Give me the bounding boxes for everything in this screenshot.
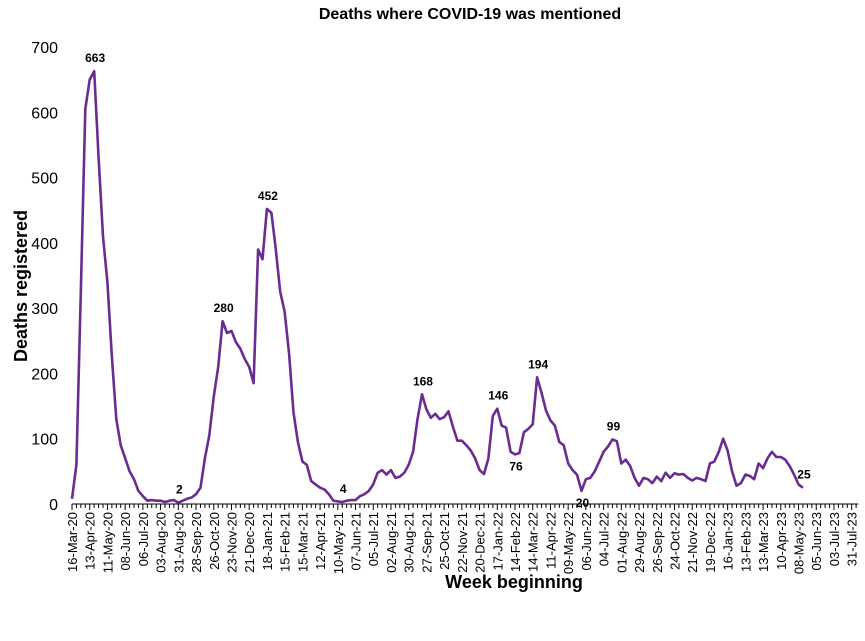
data-label: 663	[85, 51, 105, 65]
x-tick-label: 11-Apr-22	[543, 512, 558, 569]
x-tick-label: 19-Dec-22	[703, 512, 718, 573]
x-tick-label: 03-Jul-23	[827, 512, 842, 566]
x-tick-label: 16-Jan-23	[721, 512, 736, 571]
data-label: 452	[258, 189, 278, 203]
axes: 16-Mar-20 13-Apr-20 11-May-20 08-Jun-20 06-J…	[31, 40, 859, 574]
data-label: 25	[797, 468, 811, 482]
y-tick-label: 500	[31, 171, 58, 188]
y-tick-label: 200	[31, 366, 58, 383]
x-tick-label: 04-Jul-22	[597, 512, 612, 566]
x-tick-label: 20-Dec-21	[473, 512, 488, 573]
x-tick-label: 01-Aug-22	[614, 512, 629, 573]
x-tick-label: 15-Feb-21	[278, 512, 293, 572]
x-tick-label: 13-Apr-20	[83, 512, 98, 570]
x-tick-label: 08-May-23	[792, 512, 807, 574]
x-tick-label: 10-May-21	[331, 512, 346, 574]
x-tick-label: 31-Jul-23	[845, 512, 860, 566]
data-label: 4	[340, 482, 347, 496]
x-tick-label: 06-Jul-20	[136, 512, 151, 566]
x-tick-label: 17-Jan-22	[490, 512, 505, 571]
data-label: 76	[509, 459, 523, 473]
deaths-series-line	[70, 69, 804, 505]
x-tick-label: 27-Sep-21	[419, 512, 434, 573]
x-tick-label: 14-Mar-22	[526, 512, 541, 572]
data-label: 20	[576, 496, 590, 510]
x-tick-label: 31-Aug-20	[171, 512, 186, 573]
x-tick-label: 24-Oct-22	[667, 512, 682, 570]
x-tick-label: 03-Aug-20	[154, 512, 169, 573]
x-tick-label: 09-May-22	[561, 512, 576, 574]
data-label: 168	[413, 374, 433, 388]
x-tick-label: 18-Jan-21	[260, 512, 275, 571]
series	[70, 69, 804, 505]
y-tick-label: 100	[31, 432, 58, 449]
x-tick-label: 07-Jun-21	[349, 512, 364, 571]
x-tick-label: 21-Dec-20	[242, 512, 257, 573]
y-tick-label: 400	[31, 236, 58, 253]
x-tick-label: 30-Aug-21	[402, 512, 417, 573]
x-tick-label: 12-Apr-21	[313, 512, 328, 570]
x-tick-label: 23-Nov-20	[224, 512, 239, 573]
x-tick-label: 22-Nov-21	[455, 512, 470, 573]
data-label: 146	[488, 389, 508, 403]
data-label: 280	[214, 301, 234, 315]
x-tick-label: 16-Mar-20	[65, 512, 80, 572]
x-tick-label: 05-Jun-23	[809, 512, 824, 571]
x-tick-label: 05-Jul-21	[366, 512, 381, 566]
y-tick-label: 600	[31, 105, 58, 122]
x-axis-label: Week beginning	[445, 572, 583, 592]
x-tick-label: 08-Jun-20	[118, 512, 133, 571]
x-tick-label: 06-Jun-22	[579, 512, 594, 571]
x-tick-label: 14-Feb-22	[508, 512, 523, 572]
x-tick-label: 26-Oct-20	[207, 512, 222, 570]
x-tick-label: 21-Nov-22	[685, 512, 700, 573]
x-tick-label: 10-Apr-23	[774, 512, 789, 570]
x-tick-label: 15-Mar-21	[295, 512, 310, 572]
x-tick-label: 26-Sep-22	[650, 512, 665, 573]
y-tick-label: 300	[31, 301, 58, 318]
chart-title: Deaths where COVID-19 was mentioned	[319, 6, 621, 23]
x-tick-label: 25-Oct-21	[437, 512, 452, 570]
data-label: 99	[607, 419, 621, 433]
x-tick-label: 02-Aug-21	[384, 512, 399, 573]
y-tick-label: 700	[31, 40, 58, 57]
y-tick-label: 0	[49, 497, 58, 514]
x-tick-label: 11-May-20	[100, 512, 115, 573]
data-label: 2	[176, 483, 183, 497]
x-tick-label: 13-Mar-23	[756, 512, 771, 572]
x-tick-label: 28-Sep-20	[189, 512, 204, 573]
annotations: 663 2 280 452 4 168 146 76 194 20 99 25	[85, 51, 811, 510]
x-tick-label: 13-Feb-23	[738, 512, 753, 572]
x-tick-label: 29-Aug-22	[632, 512, 647, 573]
data-label: 194	[528, 357, 548, 371]
y-axis-label: Deaths registered	[11, 210, 31, 362]
